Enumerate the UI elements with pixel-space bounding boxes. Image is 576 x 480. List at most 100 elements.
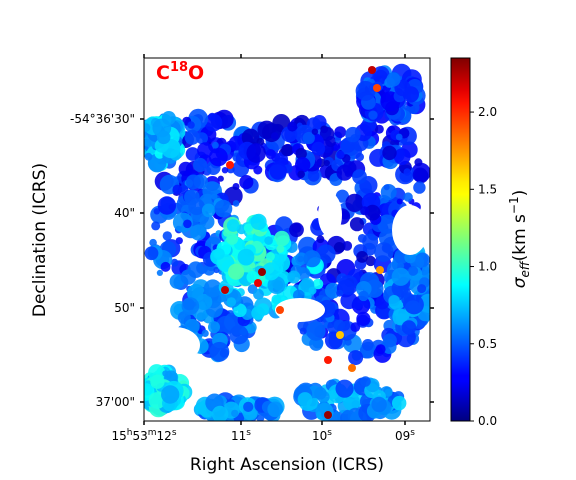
hotspot [368,66,376,74]
map-pixel-blob [373,69,388,85]
map-pixel-blob [342,241,353,251]
map-pixel-blob [187,261,205,279]
map-pixel-blob [375,344,386,355]
map-pixel-blob [147,153,167,173]
map-pixel-blob [289,222,304,238]
map-pixel-blob [239,175,254,190]
map-pixel-blob [253,288,264,300]
y-tick-label: 37'00" [96,395,135,409]
hotspot [324,411,332,419]
map-pixel-blob [348,350,364,366]
map-pixel-blob [150,374,165,389]
colorbar-tick-label: 1.5 [478,182,497,196]
y-tick-label: -54°36'30" [70,112,135,126]
map-pixel-blob [323,159,330,167]
colorbar-gradient [451,58,470,421]
map-pixel-blob [403,168,411,176]
map-pixel-blob [365,255,376,267]
map-pixel-blob [355,80,376,101]
map-pixel-blob [267,276,286,294]
map-pixel-blob [355,152,364,162]
map-pixel-blob [151,221,161,231]
map-pixel-blob [162,370,169,377]
y-tick-label: 40" [114,206,135,220]
colorbar-tick-label: 2.0 [478,105,497,119]
map-pixel-blob [152,118,172,138]
map-pixel-blob [287,270,301,284]
map-pixel-blob [397,262,405,270]
map-pixel-blob [297,320,309,332]
map-pixel-blob [193,157,208,173]
hotspot [324,356,332,364]
map-pixel-blob [274,230,290,247]
hotspot [254,279,262,287]
map-pixel-blob [403,192,413,202]
map-pixel-blob [352,169,367,185]
y-axis-title: Declination (ICRS) [30,163,50,317]
panel-label-sup: 18 [170,60,188,75]
map-pixel-blob [262,123,281,143]
map-pixel-blob [251,306,265,320]
y-ticks: -54°36'30" 40" 50" 37'00" [70,112,434,409]
map-pixel-blob [203,279,222,298]
map-pixel-blob [368,110,378,120]
map-pixel-blob [228,263,245,280]
map-pixel-blob [162,231,172,241]
map-pixel-blob [188,198,205,216]
map-pixel-blob [212,141,219,149]
velocity-dispersion-map: 15h53m12s 11s 10s 09s -54°36'30" 40" 50" 37'00… [70,54,434,443]
map-pixel-blob [249,262,256,269]
map-pixel-blob [184,129,200,145]
colorbar-tick-label: 0.0 [478,414,497,428]
map-pixel-blob [144,246,159,261]
map-pixel-blob [335,189,349,203]
map-pixel-blob [371,396,387,413]
map-pixel-blob [160,261,171,272]
empty-region [318,193,342,237]
map-pixel-blob [360,206,370,216]
colorbar-ticks: 0.0 0.5 1.0 1.5 2.0 [470,105,497,428]
map-pixel-blob [404,294,424,315]
map-pixel-blob [204,113,223,132]
map-pixel-blob [276,244,285,253]
map-pixel-blob [343,393,361,411]
map-pixel-blob [386,72,401,87]
colorbar-frame [450,57,471,422]
colorbar: 0.0 0.5 1.0 1.5 2.0 σeff(km s−1) [450,57,532,428]
map-pixel-blob [156,269,163,276]
map-pixel-blob [281,144,293,157]
x-tick-label: 11s [231,428,251,443]
map-pixel-blob [275,216,293,234]
map-pixel-blob [408,265,419,276]
map-pixel-blob [311,128,319,135]
hotspot [373,84,381,92]
map-pixel-blob [349,217,365,232]
map-pixel-blob [250,213,267,230]
map-pixel-blob [306,321,326,341]
map-pixel-blob [414,158,423,167]
map-pixel-blob [383,184,390,191]
map-pixel-blob [345,193,364,213]
map-pixel-blob [243,223,254,233]
map-pixel-blob [190,224,207,241]
map-pixel-blob [153,208,160,215]
map-pixel-blob [316,244,336,264]
x-axis-title: Right Ascension (ICRS) [190,455,384,475]
map-pixel-blob [267,401,284,418]
map-pixel-blob [392,395,407,411]
x-tick-label: 09s [395,428,415,443]
map-pixel-blob [356,251,368,263]
map-pixel-blob [314,387,327,400]
map-pixel-blob [401,320,417,335]
map-pixel-blob [336,164,353,181]
map-pixel-blob [211,405,229,421]
map-pixel-blob [161,385,180,404]
map-pixel-blob [144,383,153,396]
map-pixel-blob [272,253,291,272]
map-pixel-blob [144,152,153,161]
x-tick-label: 15h53m12s [111,428,176,443]
map-pixel-blob [307,169,320,182]
map-pixel-blob [334,126,347,138]
map-pixel-blob [325,136,337,147]
